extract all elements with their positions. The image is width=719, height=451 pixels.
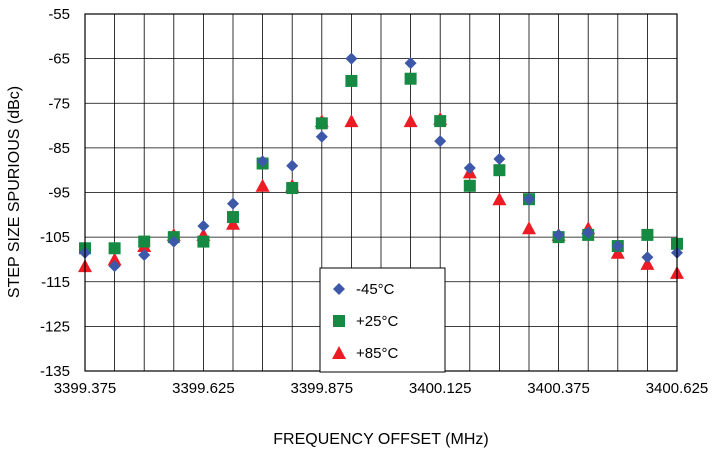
- legend-label: -45°C: [356, 281, 395, 298]
- data-point-diamond: [404, 57, 417, 70]
- legend: -45°C +25°C +85°C: [319, 267, 446, 373]
- legend-marker-diamond: [333, 283, 345, 295]
- y-tick-label: -65: [48, 51, 70, 68]
- y-tick-label: -75: [48, 95, 70, 112]
- data-point-square: [138, 235, 151, 248]
- data-point-square: [197, 235, 210, 248]
- data-point-diamond: [197, 219, 210, 232]
- x-tick-label: 3399.375: [54, 380, 117, 397]
- data-point-diamond: [167, 235, 180, 248]
- data-point-square: [315, 117, 328, 130]
- data-point-diamond: [138, 248, 151, 261]
- legend-items: -45°C +25°C +85°C: [332, 281, 398, 362]
- data-point-triangle: [344, 114, 359, 128]
- data-point-diamond: [315, 130, 328, 143]
- data-point-square: [108, 242, 121, 255]
- x-tick-label: 3399.875: [291, 380, 354, 397]
- legend-label: +25°C: [356, 313, 398, 330]
- data-point-diamond: [286, 159, 299, 172]
- data-point-diamond: [434, 135, 447, 148]
- data-point-triangle: [107, 252, 122, 266]
- data-point-diamond: [523, 193, 535, 206]
- data-point-triangle: [610, 245, 625, 259]
- legend-label: +85°C: [356, 345, 398, 362]
- y-tick-label: -105: [40, 229, 70, 246]
- data-point-triangle: [255, 178, 270, 192]
- data-point-triangle: [522, 221, 536, 235]
- data-point-square: [641, 228, 654, 241]
- data-point-square: [345, 74, 358, 87]
- legend-marker-triangle: [332, 346, 346, 359]
- data-markers: [78, 52, 684, 279]
- data-point-diamond: [108, 260, 121, 273]
- x-tick-label: 3400.625: [646, 380, 709, 397]
- x-tick-label: 3400.375: [527, 380, 590, 397]
- data-point-diamond: [641, 251, 654, 264]
- y-axis-label: STEP SIZE SPURIOUS (dBc): [6, 86, 23, 298]
- data-point-diamond: [611, 240, 624, 253]
- data-point-triangle: [492, 192, 507, 206]
- legend-marker-square: [333, 315, 345, 327]
- data-point-diamond: [256, 155, 269, 168]
- data-point-triangle: [403, 114, 418, 128]
- data-point-triangle: [640, 256, 655, 270]
- y-tick-label: -85: [48, 140, 70, 157]
- data-point-square: [286, 182, 299, 195]
- data-point-triangle: [226, 216, 240, 230]
- x-axis-ticks: 3399.375 3399.625 3399.875 3400.125 3400.375…: [54, 380, 709, 397]
- x-tick-label: 3399.625: [172, 380, 235, 397]
- data-point-diamond: [493, 153, 506, 166]
- x-tick-label: 3400.125: [409, 380, 472, 397]
- y-tick-label: -135: [40, 363, 70, 380]
- data-point-diamond: [345, 52, 358, 65]
- data-point-square: [493, 164, 506, 177]
- data-point-square: [463, 179, 476, 192]
- y-tick-label: -55: [48, 6, 70, 23]
- y-tick-label: -95: [48, 185, 70, 202]
- y-tick-label: -125: [40, 318, 70, 335]
- data-point-diamond: [552, 228, 565, 241]
- data-point-diamond: [463, 161, 476, 174]
- y-axis-ticks: -55 -65 -75 -85 -95 -105 -115 -125 -135: [40, 6, 70, 380]
- data-point-diamond: [582, 226, 595, 239]
- data-point-square: [434, 115, 447, 128]
- y-tick-label: -115: [41, 274, 70, 291]
- data-point-diamond: [227, 197, 239, 210]
- x-axis-label: FREQUENCY OFFSET (MHz): [273, 431, 488, 448]
- data-point-square: [227, 211, 239, 224]
- data-point-square: [404, 72, 417, 85]
